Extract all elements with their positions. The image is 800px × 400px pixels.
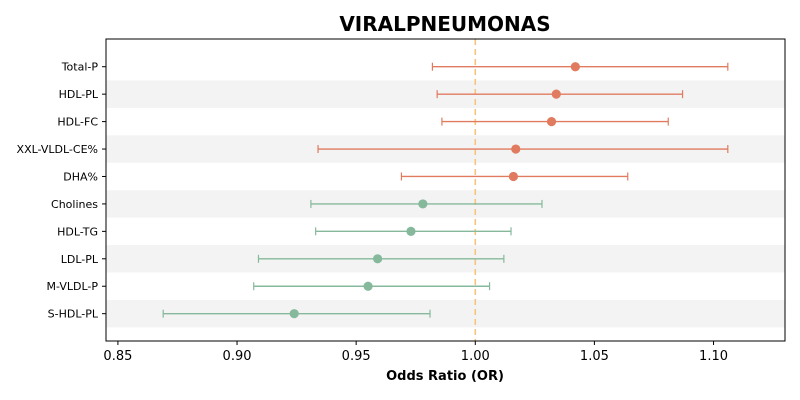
point-estimate <box>363 281 373 291</box>
y-tick-label: HDL-TG <box>57 225 98 238</box>
plot-frame <box>105 38 786 342</box>
point-estimate <box>508 171 518 182</box>
y-axis: Total-P HDL-PL HDL-FC XXL-VLDL-CE% DHA% Choli… <box>17 61 106 321</box>
point-estimate <box>289 309 299 319</box>
y-tick-label: M-VLDL-P <box>47 280 99 293</box>
x-tick-label: 0.85 <box>103 349 132 364</box>
point-estimate <box>546 117 557 127</box>
point-estimate <box>373 254 383 264</box>
x-tick-label: 1.10 <box>699 349 728 364</box>
y-tick-label: HDL-PL <box>59 88 99 101</box>
point-estimate <box>406 226 416 236</box>
x-axis-label: Odds Ratio (OR) <box>386 369 504 384</box>
y-tick-label: LDL-PL <box>61 253 99 266</box>
point-estimate <box>551 89 561 99</box>
y-tick-label: Total-P <box>61 61 99 74</box>
x-tick-label: 1.05 <box>580 349 609 364</box>
x-tick-label: 1.00 <box>461 349 490 364</box>
y-tick-label: Cholines <box>51 198 98 211</box>
point-estimate <box>418 199 428 209</box>
y-tick-label: S-HDL-PL <box>48 308 99 321</box>
x-tick-label: 0.90 <box>223 349 252 364</box>
chart-title: VIRALPNEUMONAS <box>339 12 550 36</box>
estimate-marks <box>162 62 729 319</box>
x-axis: 0.85 0.90 0.95 1.00 1.05 1.10 <box>103 341 728 364</box>
y-tick-label: DHA% <box>63 170 98 183</box>
point-estimate <box>570 62 580 72</box>
point-estimate <box>511 144 521 154</box>
y-tick-label: HDL-FC <box>57 116 98 129</box>
x-tick-label: 0.95 <box>342 349 371 364</box>
y-tick-label: XXL-VLDL-CE% <box>17 143 98 156</box>
